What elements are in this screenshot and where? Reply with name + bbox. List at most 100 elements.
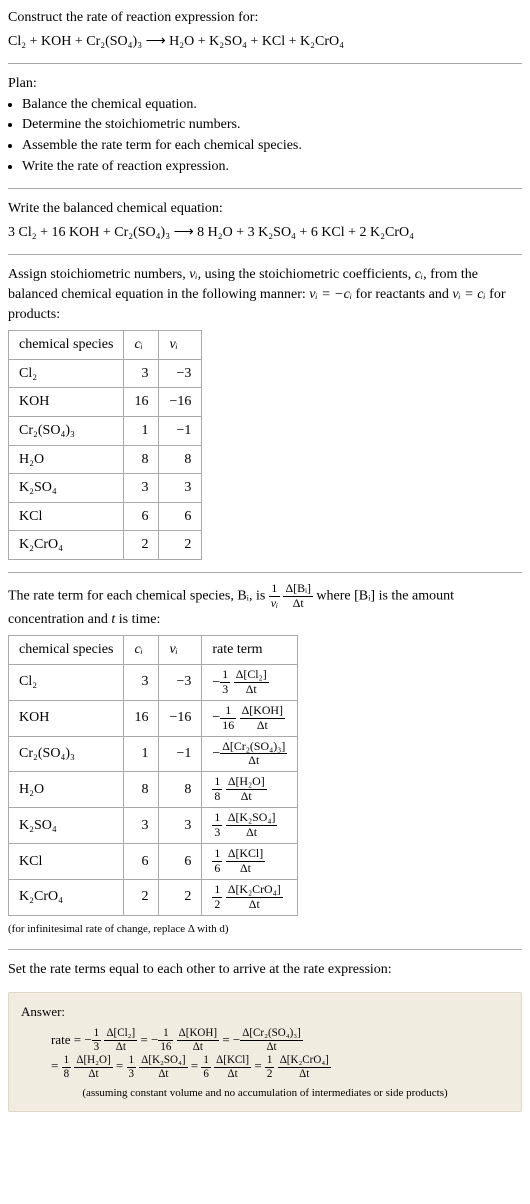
table-header-row: chemical species cᵢ νᵢ bbox=[9, 331, 202, 360]
table-row: KCl 6 6 bbox=[9, 502, 202, 531]
col-species: chemical species bbox=[9, 331, 124, 360]
coef-frac: 18 bbox=[62, 1055, 72, 1080]
coef-frac: 13 bbox=[220, 669, 230, 696]
answer-box: Answer: rate = −13 Δ[Cl₂]Δt = −116 Δ[KOH… bbox=[8, 992, 522, 1113]
delta-frac: Δ[Cr₂(SO₄)₃]Δt bbox=[220, 741, 287, 768]
assign-text: Assign stoichiometric numbers, νᵢ, using… bbox=[8, 267, 505, 321]
rate-term-cell: 18 Δ[H₂O]Δt bbox=[202, 772, 298, 808]
divider bbox=[8, 572, 522, 573]
table-header-row: chemical species cᵢ νᵢ rate term bbox=[9, 636, 298, 665]
rate-term: −13 Δ[Cl₂]Δt bbox=[84, 1032, 137, 1047]
divider bbox=[8, 254, 522, 255]
rate-term: 13 Δ[K₂SO₄]Δt bbox=[127, 1058, 188, 1073]
species-cell: Cl₂ bbox=[9, 664, 124, 700]
ci-symbol: cᵢ bbox=[415, 267, 423, 282]
rate-term-cell: −13 Δ[Cl₂]Δt bbox=[202, 664, 298, 700]
rate-term-cell: −116 Δ[KOH]Δt bbox=[202, 700, 298, 736]
nu-cell: −16 bbox=[159, 388, 202, 417]
balanced-section: Write the balanced chemical equation: 3 … bbox=[8, 199, 522, 242]
unbalanced-equation: Cl₂ + KOH + Cr₂(SO₄)₃ ⟶ H₂O + K₂SO₄ + KC… bbox=[8, 32, 522, 52]
answer-label: Answer: bbox=[21, 1003, 509, 1021]
rate-term: 12 Δ[K₂CrO₄]Δt bbox=[265, 1058, 331, 1073]
delta-frac: Δ[KOH]Δt bbox=[177, 1028, 219, 1053]
table-row: H₂O 8 8 18 Δ[H₂O]Δt bbox=[9, 772, 298, 808]
coef-frac: 18 bbox=[212, 776, 222, 803]
coef-frac: 1νᵢ bbox=[269, 583, 280, 610]
table-row: K₂CrO₄ 2 2 bbox=[9, 531, 202, 560]
delta-frac: Δ[KOH]Δt bbox=[240, 705, 285, 732]
rate-term: −116 Δ[KOH]Δt bbox=[151, 1032, 219, 1047]
answer-line-2: = 18 Δ[H₂O]Δt = 13 Δ[K₂SO₄]Δt = 16 Δ[KCl… bbox=[51, 1053, 509, 1080]
delta-frac: Δ[Cl₂]Δt bbox=[234, 669, 269, 696]
delta-frac: Δ[H₂O]Δt bbox=[74, 1055, 112, 1080]
ci-header: cᵢ bbox=[134, 337, 142, 352]
delta-frac: Δ[Bᵢ]Δt bbox=[283, 583, 312, 610]
rate-term: −Δ[Cr₂(SO₄)₃]Δt bbox=[212, 746, 287, 761]
nu-cell: 2 bbox=[159, 531, 202, 560]
table-row: K₂SO₄ 3 3 bbox=[9, 474, 202, 503]
assign-frag: , using the stoichiometric coefficients, bbox=[198, 267, 415, 282]
delta-frac: Δ[K₂SO₄]Δt bbox=[139, 1055, 187, 1080]
answer-note: (assuming constant volume and no accumul… bbox=[21, 1086, 509, 1101]
delta-frac: Δ[Cr₂(SO₄)₃]Δt bbox=[240, 1028, 303, 1053]
nu-cell: −1 bbox=[159, 416, 202, 445]
ci-cell: 3 bbox=[124, 359, 159, 388]
coef-frac: 116 bbox=[220, 705, 236, 732]
coef-frac: 12 bbox=[265, 1055, 275, 1080]
rate-formula: 1νᵢ Δ[Bᵢ]Δt bbox=[269, 589, 317, 604]
nu-cell: −1 bbox=[159, 736, 202, 772]
species-cell: KCl bbox=[9, 843, 124, 879]
nu-cell: 8 bbox=[159, 772, 202, 808]
delta-frac: Δ[H₂O]Δt bbox=[226, 776, 267, 803]
nu-cell: 8 bbox=[159, 445, 202, 474]
rate-term: 12 Δ[K₂CrO₄]Δt bbox=[212, 889, 282, 904]
ci-cell: 3 bbox=[124, 808, 159, 844]
rate-term: −13 Δ[Cl₂]Δt bbox=[212, 675, 268, 690]
col-ci: cᵢ bbox=[124, 636, 159, 665]
balanced-intro: Write the balanced chemical equation: bbox=[8, 199, 522, 219]
delta-frac: Δ[K₂CrO₄]Δt bbox=[226, 884, 283, 911]
frac-num: 1 bbox=[269, 583, 280, 597]
delta-frac: Δ[Cl₂]Δt bbox=[104, 1028, 137, 1053]
ci-cell: 2 bbox=[124, 879, 159, 915]
nu-cell: −3 bbox=[159, 359, 202, 388]
prompt-text: Construct the rate of reaction expressio… bbox=[8, 8, 522, 28]
species-cell: KCl bbox=[9, 502, 124, 531]
delta-frac: Δ[K₂SO₄]Δt bbox=[226, 812, 278, 839]
col-nu: νᵢ bbox=[159, 636, 202, 665]
coef-frac: 13 bbox=[127, 1055, 137, 1080]
divider bbox=[8, 63, 522, 64]
rate-prefix: rate = bbox=[51, 1032, 84, 1047]
nu-cell: 2 bbox=[159, 879, 202, 915]
assign-section: Assign stoichiometric numbers, νᵢ, using… bbox=[8, 265, 522, 560]
coef-frac: 16 bbox=[201, 1055, 211, 1080]
frac-num: Δ[Bᵢ] bbox=[283, 583, 312, 597]
table-row: Cr₂(SO₄)₃ 1 −1 −Δ[Cr₂(SO₄)₃]Δt bbox=[9, 736, 298, 772]
ci-cell: 2 bbox=[124, 531, 159, 560]
coef-frac: 16 bbox=[212, 848, 222, 875]
rate-frag: The rate term for each chemical species,… bbox=[8, 589, 269, 604]
rate-term: 13 Δ[K₂SO₄]Δt bbox=[212, 818, 277, 833]
table-row: K₂SO₄ 3 3 13 Δ[K₂SO₄]Δt bbox=[9, 808, 298, 844]
rate-term-section: The rate term for each chemical species,… bbox=[8, 583, 522, 937]
species-cell: K₂SO₄ bbox=[9, 474, 124, 503]
nu-cell: −3 bbox=[159, 664, 202, 700]
ci-cell: 6 bbox=[124, 502, 159, 531]
answer-line-1: rate = −13 Δ[Cl₂]Δt = −116 Δ[KOH]Δt = −Δ… bbox=[51, 1027, 509, 1054]
stoich-table-1: chemical species cᵢ νᵢ Cl₂ 3 −3KOH 16 −1… bbox=[8, 330, 202, 560]
table-row: K₂CrO₄ 2 2 12 Δ[K₂CrO₄]Δt bbox=[9, 879, 298, 915]
ci-cell: 1 bbox=[124, 416, 159, 445]
plan-item: Assemble the rate term for each chemical… bbox=[22, 136, 522, 156]
ci-cell: 16 bbox=[124, 388, 159, 417]
species-cell: K₂SO₄ bbox=[9, 808, 124, 844]
frac-den: νᵢ bbox=[269, 597, 280, 610]
rate-term-text: The rate term for each chemical species,… bbox=[8, 583, 522, 629]
balanced-equation: 3 Cl₂ + 16 KOH + Cr₂(SO₄)₃ ⟶ 8 H₂O + 3 K… bbox=[8, 223, 522, 243]
nu-cell: 3 bbox=[159, 474, 202, 503]
species-cell: Cl₂ bbox=[9, 359, 124, 388]
table-row: H₂O 8 8 bbox=[9, 445, 202, 474]
rate-term: 16 Δ[KCl]Δt bbox=[212, 854, 265, 869]
divider bbox=[8, 188, 522, 189]
species-cell: KOH bbox=[9, 388, 124, 417]
ci-cell: 8 bbox=[124, 772, 159, 808]
